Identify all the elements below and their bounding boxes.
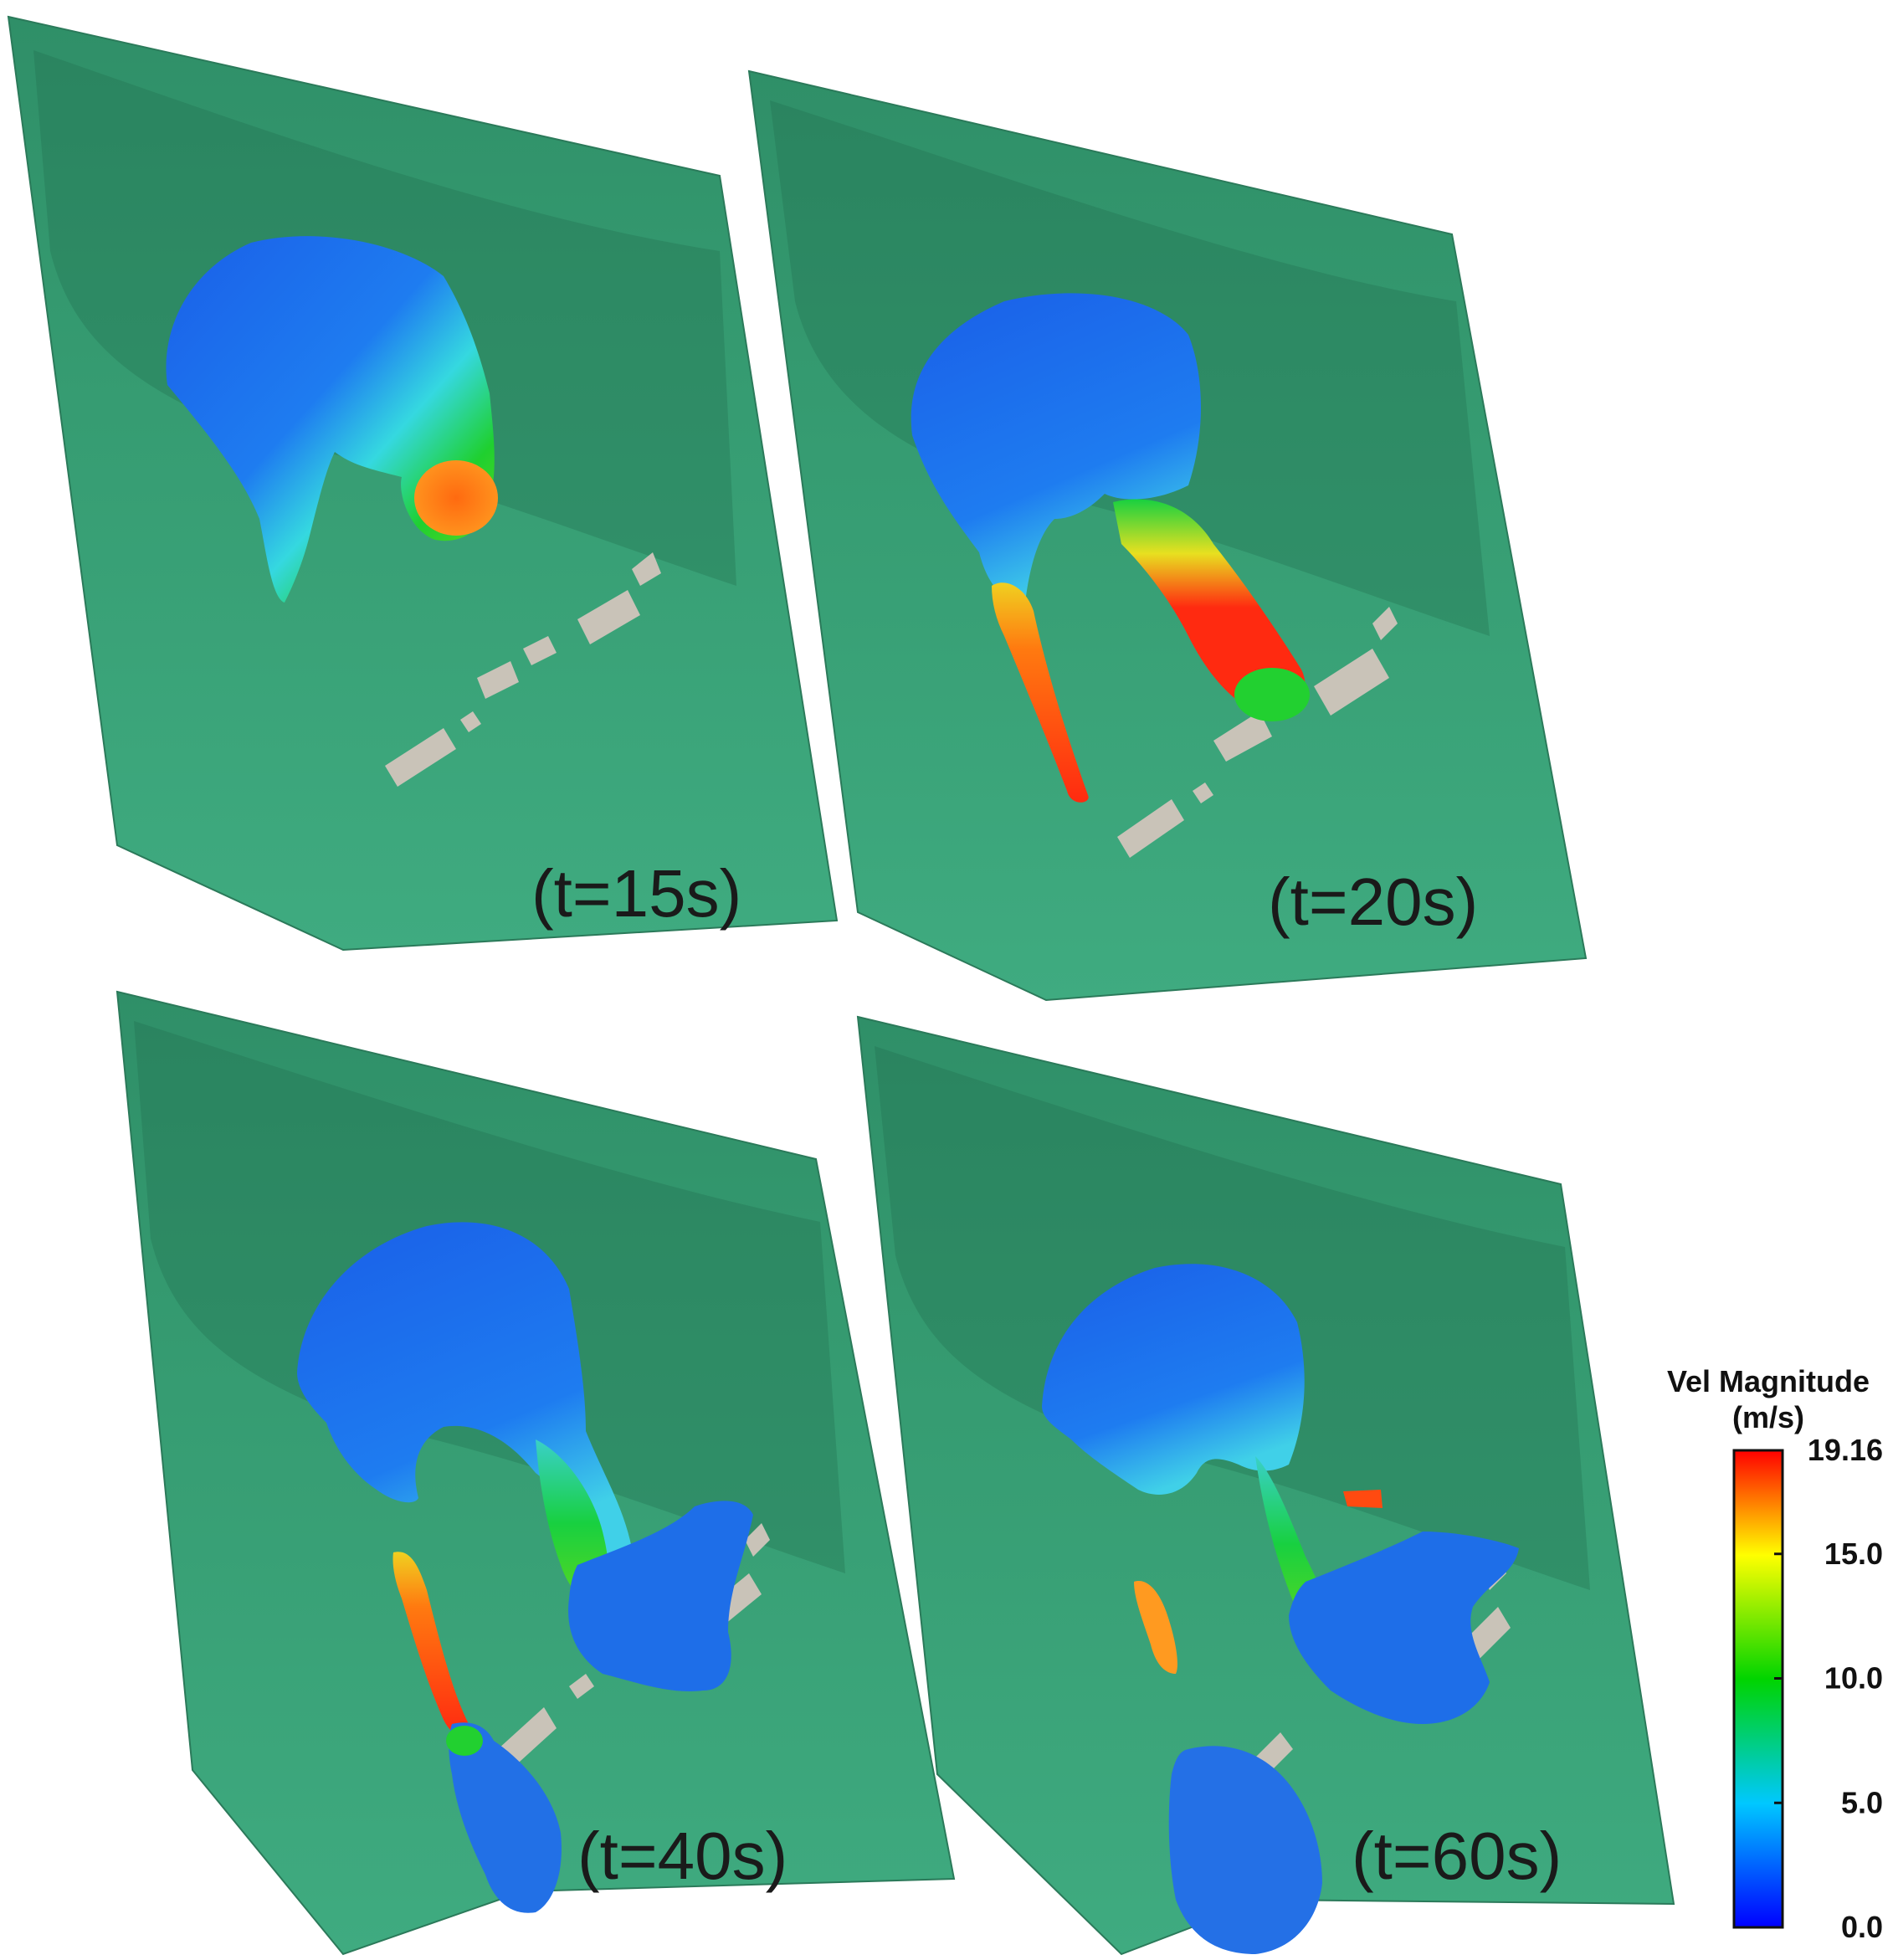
colorbar-tick-label: 5.0	[1841, 1785, 1883, 1819]
debris-front	[414, 460, 498, 536]
panel-label: (t=15s)	[531, 856, 741, 931]
colorbar: Vel Magnitude (m/s) 19.16 15.0 10.0 5.0 0.0	[1667, 1364, 1883, 1944]
colorbar-title-line2: (m/s)	[1732, 1400, 1804, 1434]
debris-deposit-right	[568, 1501, 753, 1691]
debris-green-patch	[446, 1726, 483, 1756]
panel-t60: (t=60s)	[856, 1015, 1675, 1956]
debris-mass	[166, 236, 495, 603]
debris-deposit-right	[1289, 1532, 1519, 1724]
colorbar-tick-label: 15.0	[1824, 1537, 1883, 1571]
debris-source	[297, 1222, 633, 1574]
debris-left-stream	[992, 582, 1089, 803]
debris-deposit-lower	[1168, 1746, 1322, 1954]
buildings	[385, 552, 661, 787]
buildings	[1117, 607, 1398, 858]
panel-t40: (t=40s)	[115, 990, 956, 1956]
debris-left-stream	[392, 1552, 469, 1735]
debris-front	[1234, 668, 1310, 721]
colorbar-tick-label: 19.16	[1808, 1433, 1883, 1467]
panel-label: (t=20s)	[1268, 865, 1478, 939]
colorbar-tick-label: 0.0	[1841, 1910, 1883, 1944]
debris-source	[911, 293, 1201, 603]
colorbar-tick-label: 10.0	[1824, 1661, 1883, 1696]
debris-orange-remnant	[1134, 1581, 1177, 1674]
debris-right-stream	[1113, 499, 1306, 716]
colorbar-title-line1: Vel Magnitude	[1667, 1364, 1870, 1398]
debris-source	[1042, 1264, 1305, 1495]
debris-deposit-lower	[449, 1722, 562, 1913]
debris-red-patch	[1343, 1490, 1383, 1508]
panel-label: (t=60s)	[1352, 1819, 1562, 1893]
colorbar-gradient	[1732, 1449, 1784, 1929]
panel-t15: (t=15s)	[7, 15, 839, 952]
colorbar-ticks: 19.16 15.0 10.0 5.0 0.0	[1774, 1433, 1883, 1944]
panel-label: (t=40s)	[577, 1819, 787, 1893]
panel-t20: (t=20s)	[747, 69, 1588, 1002]
